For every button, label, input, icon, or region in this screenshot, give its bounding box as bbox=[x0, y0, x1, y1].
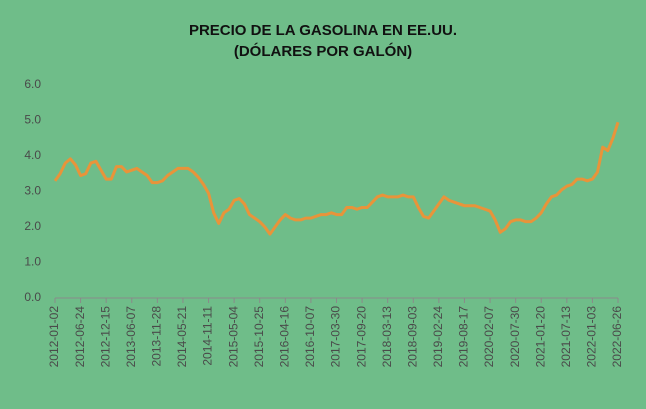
x-tick-label: 2014-11-11 bbox=[201, 306, 215, 366]
x-tick-label: 2016-04-16 bbox=[277, 306, 291, 368]
chart-title: (DÓLARES POR GALÓN) bbox=[234, 42, 412, 60]
x-tick-label: 2013-11-28 bbox=[150, 306, 164, 367]
y-tick-label: 5.0 bbox=[24, 113, 41, 127]
y-tick-label: 2.0 bbox=[24, 219, 41, 233]
x-tick-label: 2022-01-03 bbox=[585, 306, 599, 368]
y-tick-label: 3.0 bbox=[24, 184, 41, 198]
line bbox=[53, 121, 620, 236]
x-tick-label: 2022-06-26 bbox=[610, 306, 624, 368]
x-tick-label: 2018-09-03 bbox=[405, 306, 419, 368]
x-tick-label: 2012-06-24 bbox=[73, 306, 87, 368]
x-tick-label: 2014-05-21 bbox=[175, 306, 189, 368]
chart-title: PRECIO DE LA GASOLINA EN EE.UU. bbox=[189, 22, 457, 39]
x-tick-label: 2015-10-25 bbox=[252, 306, 266, 368]
y-tick-label: 4.0 bbox=[24, 148, 41, 162]
y-tick-label: 1.0 bbox=[24, 255, 41, 269]
x-tick-label: 2018-03-13 bbox=[380, 306, 394, 368]
y-tick-label: 6.0 bbox=[24, 77, 41, 91]
x-tick-label: 2012-12-15 bbox=[98, 306, 112, 368]
x-tick-label: 2019-02-24 bbox=[431, 306, 445, 368]
x-tick-label: 2021-01-20 bbox=[533, 306, 547, 368]
x-tick-label: 2013-06-07 bbox=[124, 306, 138, 368]
x-tick-label: 2016-10-07 bbox=[303, 306, 317, 368]
x-tick-label: 2020-07-30 bbox=[508, 306, 522, 368]
y-tick-label: 0.0 bbox=[24, 290, 41, 304]
x-tick-label: 2020-02-07 bbox=[482, 306, 496, 368]
x-tick-label: 2015-05-04 bbox=[226, 306, 240, 368]
x-tick-label: 2017-09-20 bbox=[354, 306, 368, 368]
x-tick-label: 2012-01-02 bbox=[47, 306, 61, 368]
x-tick-label: 2021-07-13 bbox=[559, 306, 573, 368]
x-tick-label: 2019-08-17 bbox=[457, 306, 471, 368]
x-tick-label: 2017-03-30 bbox=[329, 306, 343, 368]
